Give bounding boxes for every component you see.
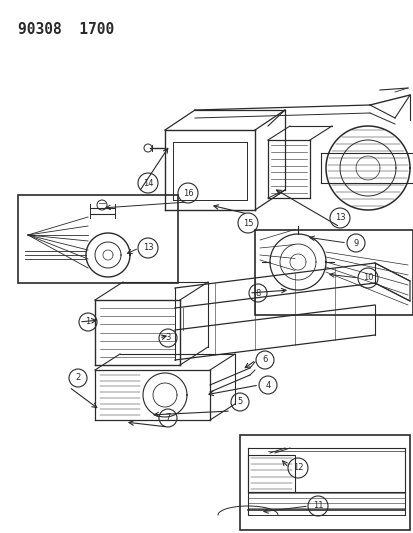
Text: 13: 13	[334, 214, 344, 222]
Text: 7: 7	[165, 414, 170, 423]
Text: 1: 1	[85, 318, 90, 327]
Text: 3: 3	[165, 334, 170, 343]
Text: 9: 9	[353, 238, 358, 247]
Text: 13: 13	[142, 244, 153, 253]
Text: 6: 6	[262, 356, 267, 365]
Text: 15: 15	[242, 219, 253, 228]
Bar	[254, 230, 412, 315]
Text: 14: 14	[142, 179, 153, 188]
Text: 11: 11	[312, 502, 323, 511]
Text: 90308  1700: 90308 1700	[18, 22, 114, 37]
Bar	[247, 455, 294, 492]
Bar	[18, 195, 178, 283]
Text: 5: 5	[237, 398, 242, 407]
Text: 8: 8	[255, 288, 260, 297]
Text: 12: 12	[292, 464, 302, 472]
Text: 10: 10	[362, 273, 373, 282]
Text: 2: 2	[75, 374, 81, 383]
Bar	[240, 435, 409, 530]
Text: 16: 16	[182, 189, 193, 198]
Text: 4: 4	[265, 381, 270, 390]
